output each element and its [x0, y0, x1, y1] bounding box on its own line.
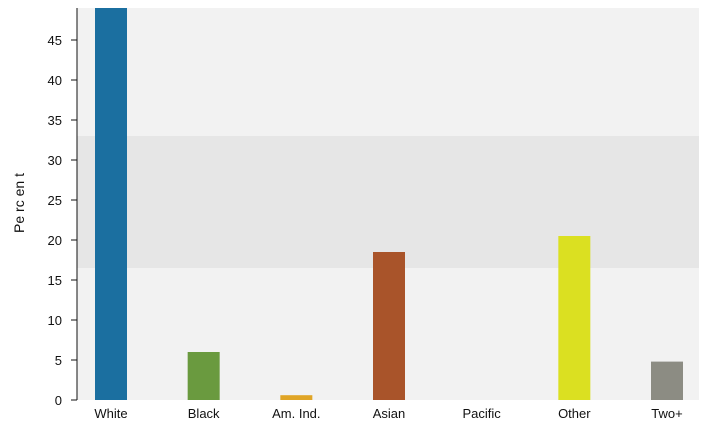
bar-other: [558, 236, 591, 400]
bar-am-ind: [280, 395, 313, 400]
x-tick-label: Black: [188, 406, 220, 421]
x-tick-label: Other: [558, 406, 591, 421]
y-tick-label: 10: [48, 313, 62, 328]
x-tick-label: Pacific: [463, 406, 502, 421]
bar-two: [651, 361, 683, 400]
highlight-band: [77, 136, 699, 268]
x-tick-label: Am. Ind.: [272, 406, 320, 421]
y-tick-label: 30: [48, 153, 62, 168]
x-tick-label: Two+: [651, 406, 682, 421]
y-tick-label: 25: [48, 193, 62, 208]
y-tick-label: 5: [55, 353, 62, 368]
x-tick-label: Asian: [373, 406, 406, 421]
y-axis-title: Pe rc en t: [11, 173, 27, 233]
bar-white: [95, 8, 127, 400]
bars-group: [95, 8, 683, 400]
y-tick-label: 45: [48, 33, 62, 48]
x-tick-label: White: [94, 406, 127, 421]
y-tick-label: 15: [48, 273, 62, 288]
bar-black: [187, 352, 220, 400]
y-tick-label: 0: [55, 393, 62, 408]
y-tick-label: 40: [48, 73, 62, 88]
y-tick-label: 20: [48, 233, 62, 248]
x-labels-group: White Black Am. Ind. Asian Pacific Other Two+: [94, 406, 682, 421]
bar-asian: [373, 252, 405, 400]
y-tick-label: 35: [48, 113, 62, 128]
y-ticks-group: 0 5 10 15 20 25 30 35 40 45: [48, 33, 77, 408]
